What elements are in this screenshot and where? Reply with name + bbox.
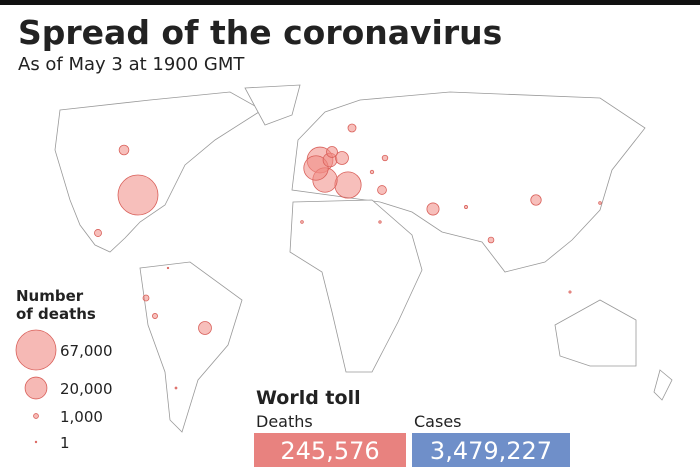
toll-title: World toll (256, 387, 361, 409)
death-bubble (335, 151, 349, 165)
legend-circle (15, 329, 57, 371)
death-bubble (94, 229, 102, 237)
death-bubble (118, 144, 130, 156)
legend-label: 20,000 (60, 380, 113, 398)
subtitle: As of May 3 at 1900 GMT (18, 54, 245, 75)
death-bubble (117, 174, 159, 216)
cases-label: Cases (414, 412, 462, 431)
death-bubble (377, 185, 387, 195)
death-bubble (381, 154, 389, 162)
death-bubble (166, 266, 170, 270)
legend-label: 1,000 (60, 408, 103, 426)
death-bubble (334, 171, 362, 199)
world-toll: World toll Deaths Cases 245,576 3,479,22… (254, 387, 570, 467)
death-bubble (487, 236, 495, 244)
legend-circle (33, 413, 39, 419)
death-bubble (598, 201, 602, 205)
deaths-box (254, 433, 406, 467)
legend-label: 67,000 (60, 342, 113, 360)
death-bubble (142, 294, 150, 302)
death-bubble (378, 220, 382, 224)
death-bubble (426, 202, 440, 216)
death-bubbles (94, 123, 602, 390)
death-bubble (464, 205, 468, 209)
world-map (54, 84, 673, 433)
deaths-total: 245,576 (280, 437, 379, 465)
death-bubble (326, 146, 338, 158)
legend: Number of deaths 67,000 20,000 1,000 1 (15, 287, 113, 452)
legend-circle (34, 440, 38, 444)
legend-circle (24, 376, 48, 400)
death-bubble (300, 220, 304, 224)
title: Spread of the coronavirus (18, 13, 502, 52)
death-bubble (174, 386, 178, 390)
top-bar (0, 0, 700, 5)
legend-title: of deaths (16, 305, 96, 323)
death-bubble (303, 155, 329, 181)
death-bubble (530, 194, 542, 206)
death-bubble (198, 321, 212, 335)
death-bubble (152, 313, 158, 319)
deaths-label: Deaths (256, 412, 313, 431)
legend-label: 1 (60, 434, 70, 452)
legend-title: Number (16, 287, 84, 305)
death-bubble (568, 290, 572, 294)
death-bubble (369, 169, 375, 175)
cases-box (412, 433, 570, 467)
cases-total: 3,479,227 (430, 437, 552, 465)
death-bubble (347, 123, 357, 133)
